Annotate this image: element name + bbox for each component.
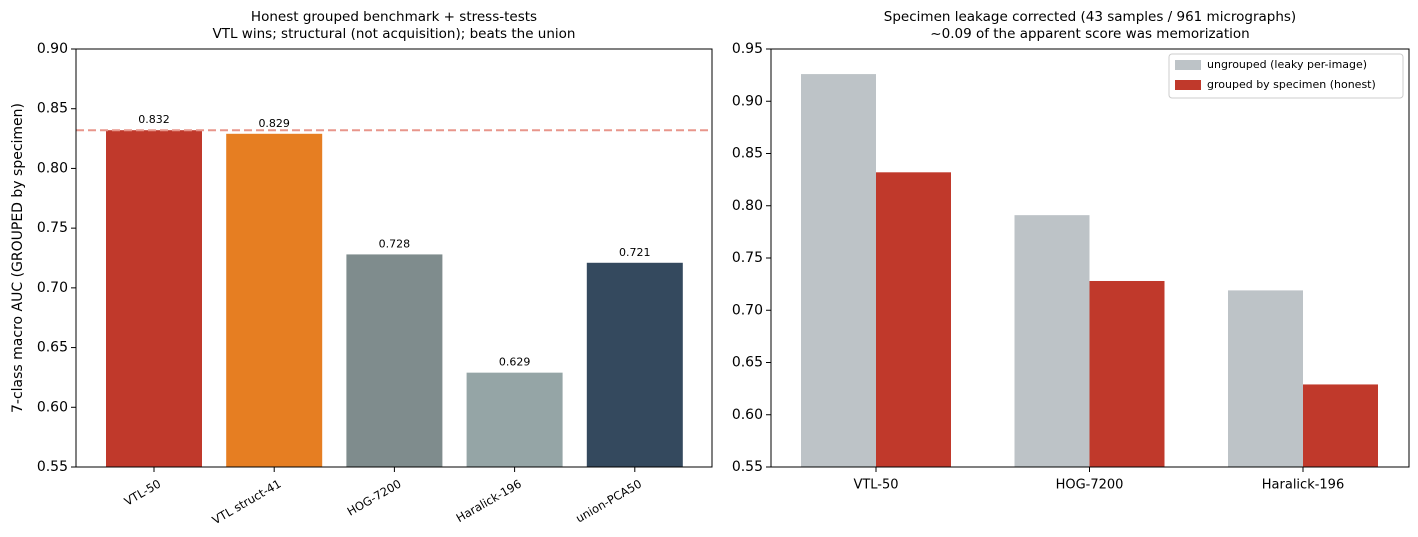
chart-subtitle: VTL wins; structural (not acquisition); … <box>213 26 576 42</box>
bar <box>801 74 876 467</box>
y-tick-label: 0.80 <box>732 198 763 214</box>
y-tick-label: 0.65 <box>732 355 763 371</box>
bar <box>1089 280 1165 467</box>
bar <box>1014 215 1090 467</box>
bar <box>226 133 323 467</box>
y-tick-label: 0.85 <box>37 101 68 117</box>
data-label: 0.728 <box>379 237 411 250</box>
data-label: 0.629 <box>499 356 531 369</box>
y-tick-label: 0.75 <box>37 220 68 236</box>
x-tick-label: VTL struct-41 <box>210 477 284 528</box>
bar <box>1303 384 1378 467</box>
legend-label: grouped by specimen (honest) <box>1207 78 1376 91</box>
plot-frame <box>75 48 713 468</box>
y-tick-label: 0.80 <box>37 160 68 176</box>
bar <box>1228 290 1303 467</box>
x-tick-label: Haralick-196 <box>1262 478 1344 493</box>
legend-swatch <box>1175 60 1201 70</box>
plot-frame <box>770 48 1410 468</box>
legend-label: ungrouped (leaky per-image) <box>1207 58 1367 71</box>
x-tick-label: HOG-7200 <box>1056 478 1124 493</box>
data-label: 0.721 <box>619 246 651 259</box>
y-tick-label: 0.70 <box>37 280 68 296</box>
x-tick-label: VTL-50 <box>122 477 164 509</box>
bar <box>106 130 202 467</box>
y-tick-label: 0.75 <box>732 250 763 266</box>
y-tick-label: 0.60 <box>732 407 763 423</box>
bar <box>876 172 951 467</box>
y-tick-label: 0.90 <box>732 93 763 109</box>
x-tick-label: VTL-50 <box>853 478 898 493</box>
bar <box>586 262 683 467</box>
legend-swatch <box>1175 80 1201 90</box>
chart-subtitle: ~0.09 of the apparent score was memoriza… <box>930 26 1249 42</box>
y-tick-label: 0.65 <box>37 340 68 356</box>
x-tick-label: HOG-7200 <box>345 477 404 519</box>
bar <box>346 254 443 467</box>
chart-title: Specimen leakage corrected (43 samples /… <box>884 9 1296 25</box>
bar <box>466 372 563 467</box>
y-tick-label: 0.55 <box>732 459 763 475</box>
y-tick-label: 0.85 <box>732 146 763 162</box>
y-tick-label: 0.95 <box>732 41 763 57</box>
y-axis-label: 7-class macro AUC (GROUPED by specimen) <box>10 103 26 413</box>
y-tick-label: 0.70 <box>732 302 763 318</box>
y-tick-label: 0.90 <box>37 41 68 57</box>
x-tick-label: union-PCA50 <box>573 477 644 526</box>
x-tick-label: Haralick-196 <box>454 477 524 526</box>
chart-title: Honest grouped benchmark + stress-tests <box>251 9 537 25</box>
y-tick-label: 0.60 <box>37 399 68 415</box>
data-label: 0.832 <box>138 113 170 126</box>
data-label: 0.829 <box>258 117 290 130</box>
legend-box <box>1168 53 1404 99</box>
y-tick-label: 0.55 <box>37 459 68 475</box>
